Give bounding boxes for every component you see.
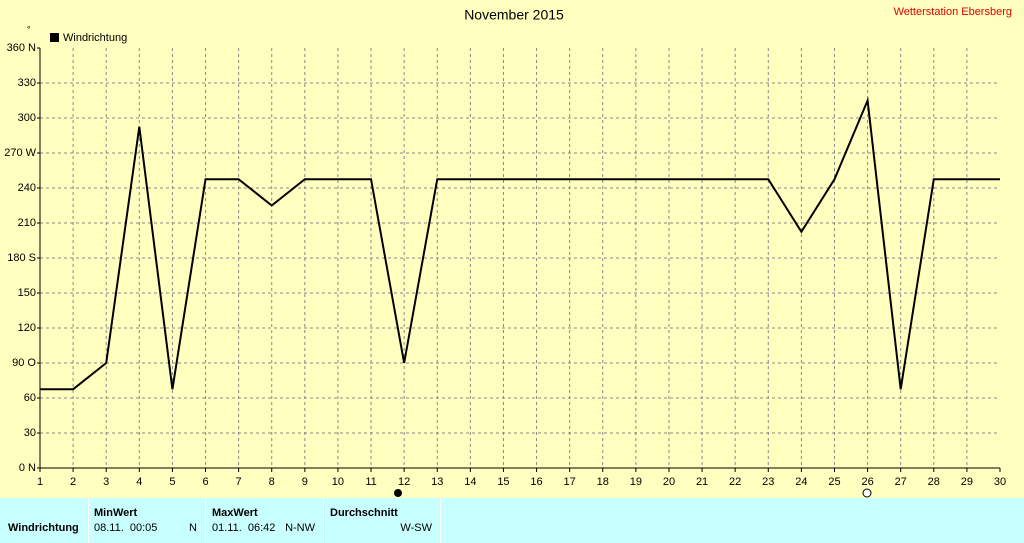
x-tick-label: 20 xyxy=(663,476,675,488)
x-tick-label: 23 xyxy=(762,476,774,488)
direction: W-SW xyxy=(400,522,432,534)
x-tick-label: 29 xyxy=(961,476,973,488)
x-tick-label: 16 xyxy=(530,476,542,488)
legend-swatch xyxy=(50,33,59,42)
y-tick-label: 240 xyxy=(18,182,36,194)
y-tick-label: 360 N xyxy=(7,42,36,54)
legend-label: Windrichtung xyxy=(63,32,127,44)
x-tick-label: 1 xyxy=(37,476,43,488)
moon-icon xyxy=(394,489,402,497)
table-column: Windrichtung xyxy=(0,498,89,543)
x-tick-label: 22 xyxy=(729,476,741,488)
chart-title: November 2015 xyxy=(464,7,564,23)
x-tick-label: 14 xyxy=(464,476,476,488)
y-tick-label: 120 xyxy=(18,322,36,334)
x-tick-label: 7 xyxy=(236,476,242,488)
x-tick-label: 11 xyxy=(365,476,376,488)
y-unit: ° xyxy=(27,24,31,34)
row-label: Windrichtung xyxy=(8,522,79,534)
direction: N-NW xyxy=(285,522,315,534)
moon-icon xyxy=(862,488,872,498)
y-tick-label: 210 xyxy=(18,217,36,229)
table-column: MaxWert 01.11. 06:42 N-NW xyxy=(205,498,324,543)
source: Wetterstation Ebersberg xyxy=(894,6,1012,18)
x-tick-label: 6 xyxy=(202,476,208,488)
y-tick-label: 270 W xyxy=(4,147,36,159)
x-tick-label: 2 xyxy=(70,476,76,488)
y-tick-label: 330 xyxy=(18,77,36,89)
y-tick-label: 90 O xyxy=(12,357,36,369)
header: MaxWert xyxy=(212,507,258,519)
x-tick-label: 8 xyxy=(269,476,275,488)
time: 01.11. 06:42 xyxy=(212,522,276,534)
y-tick-label: 300 xyxy=(18,112,36,124)
x-tick-label: 24 xyxy=(795,476,807,488)
header: Durchschnitt xyxy=(330,507,398,519)
x-tick-label: 4 xyxy=(136,476,142,488)
y-tick-label: 0 N xyxy=(19,462,36,474)
direction: N xyxy=(189,522,197,534)
stats-table: Windrichtung MinWert 08.11. 00:05 N MaxW… xyxy=(0,498,1024,543)
x-tick-label: 10 xyxy=(332,476,344,488)
x-tick-label: 18 xyxy=(597,476,609,488)
x-tick-label: 15 xyxy=(497,476,509,488)
y-tick-label: 180 S xyxy=(7,252,36,264)
x-tick-label: 9 xyxy=(302,476,308,488)
x-tick-label: 21 xyxy=(696,476,708,488)
table-column: MinWert 08.11. 00:05 N xyxy=(88,498,206,543)
x-tick-label: 5 xyxy=(169,476,175,488)
data-line xyxy=(40,96,1000,391)
y-tick-label: 60 xyxy=(24,392,36,404)
x-tick-label: 13 xyxy=(431,476,443,488)
x-tick-label: 28 xyxy=(928,476,940,488)
header: MinWert xyxy=(94,507,138,519)
x-tick-label: 12 xyxy=(398,476,410,488)
x-tick-label: 17 xyxy=(564,476,576,488)
x-tick-label: 26 xyxy=(861,476,873,488)
x-tick-label: 3 xyxy=(103,476,109,488)
y-tick-label: 30 xyxy=(24,427,36,439)
x-tick-label: 27 xyxy=(895,476,907,488)
y-tick-label: 150 xyxy=(18,287,36,299)
time: 08.11. 00:05 xyxy=(94,522,158,534)
table-column: Durchschnitt W-SW xyxy=(323,498,441,543)
x-tick-label: 19 xyxy=(630,476,642,488)
x-tick-label: 30 xyxy=(994,476,1006,488)
chart: November 2015 Wetterstation Ebersberg ° … xyxy=(4,6,1012,498)
x-tick-label: 25 xyxy=(828,476,840,488)
